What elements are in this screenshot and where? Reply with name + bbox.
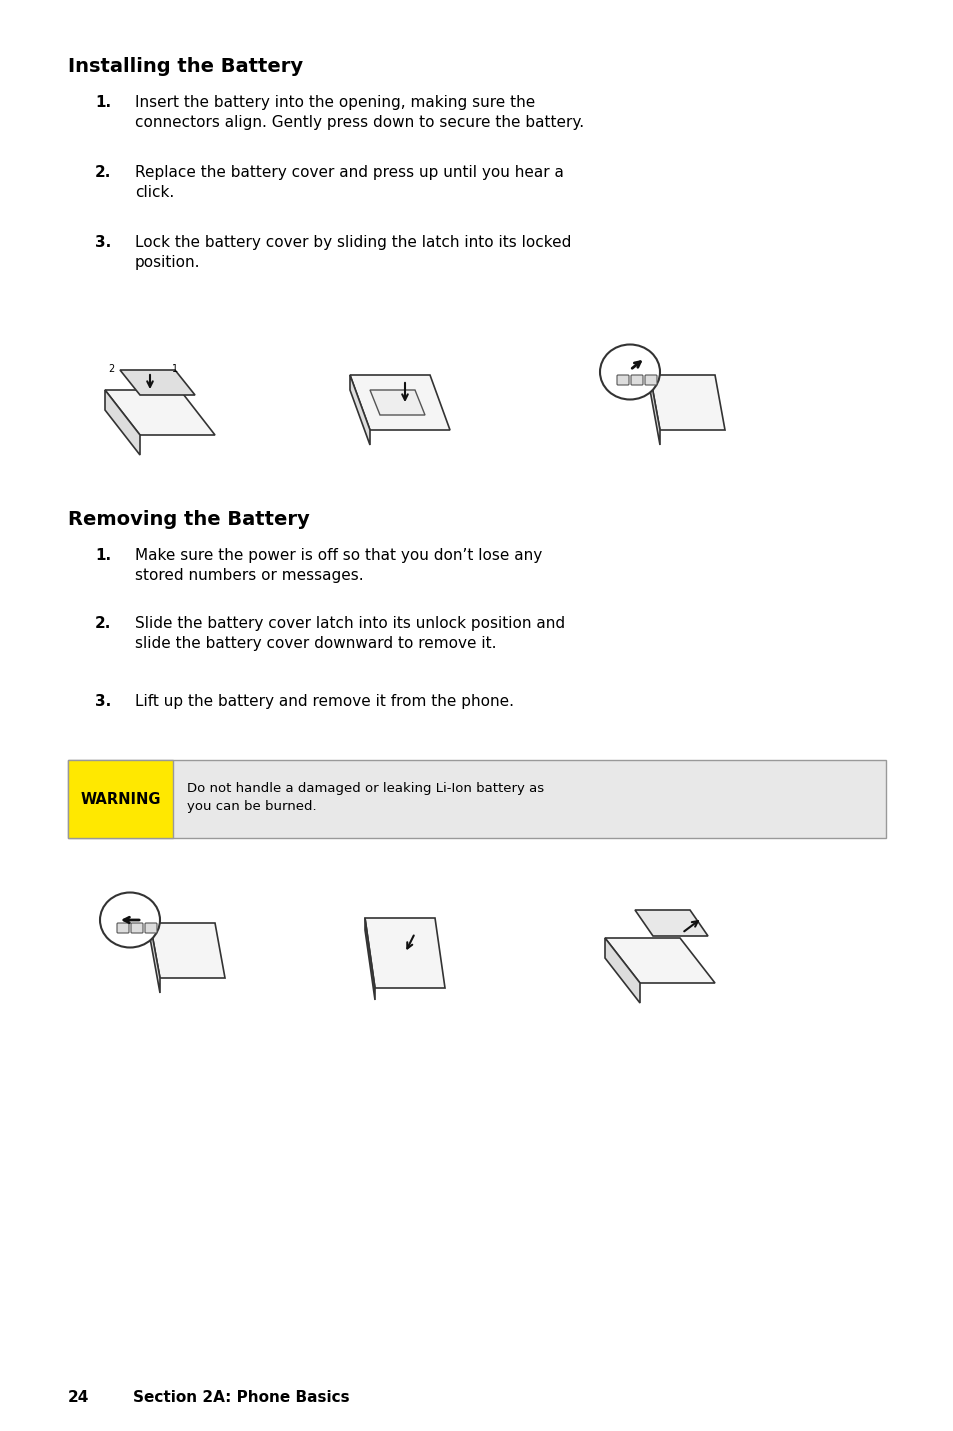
FancyBboxPatch shape xyxy=(644,375,657,385)
Text: 2: 2 xyxy=(108,363,114,373)
Polygon shape xyxy=(150,923,225,977)
Polygon shape xyxy=(649,375,659,445)
Polygon shape xyxy=(370,391,424,415)
Text: Lift up the battery and remove it from the phone.: Lift up the battery and remove it from t… xyxy=(135,694,514,708)
Text: 2.: 2. xyxy=(95,165,112,180)
Text: Lock the battery cover by sliding the latch into its locked
position.: Lock the battery cover by sliding the la… xyxy=(135,235,571,270)
Text: Installing the Battery: Installing the Battery xyxy=(68,57,303,76)
Text: Make sure the power is off so that you don’t lose any
stored numbers or messages: Make sure the power is off so that you d… xyxy=(135,548,541,582)
FancyBboxPatch shape xyxy=(617,375,628,385)
Polygon shape xyxy=(350,375,370,445)
Polygon shape xyxy=(635,910,707,936)
Ellipse shape xyxy=(100,893,160,947)
Text: WARNING: WARNING xyxy=(80,791,161,807)
Text: Section 2A: Phone Basics: Section 2A: Phone Basics xyxy=(132,1390,349,1405)
Text: 1.: 1. xyxy=(95,94,111,110)
Bar xyxy=(68,760,885,839)
Text: 1: 1 xyxy=(172,363,178,373)
Text: Removing the Battery: Removing the Battery xyxy=(68,509,310,529)
Text: Slide the battery cover latch into its unlock position and
slide the battery cov: Slide the battery cover latch into its u… xyxy=(135,615,564,651)
Polygon shape xyxy=(120,371,194,395)
Text: 24: 24 xyxy=(68,1390,90,1405)
Text: 3.: 3. xyxy=(95,235,112,250)
Text: 2.: 2. xyxy=(95,615,112,631)
Polygon shape xyxy=(365,919,375,1000)
Text: 1.: 1. xyxy=(95,548,111,562)
Polygon shape xyxy=(365,919,444,987)
FancyBboxPatch shape xyxy=(117,923,129,933)
Polygon shape xyxy=(150,923,160,993)
Polygon shape xyxy=(350,375,450,429)
Bar xyxy=(68,760,172,839)
Polygon shape xyxy=(649,375,724,429)
Ellipse shape xyxy=(599,345,659,399)
FancyBboxPatch shape xyxy=(145,923,157,933)
FancyBboxPatch shape xyxy=(630,375,642,385)
Text: Replace the battery cover and press up until you hear a
click.: Replace the battery cover and press up u… xyxy=(135,165,563,200)
Text: 3.: 3. xyxy=(95,694,112,708)
Polygon shape xyxy=(105,391,214,435)
Text: Do not handle a damaged or leaking Li-Ion battery as
you can be burned.: Do not handle a damaged or leaking Li-Io… xyxy=(187,781,543,813)
Text: Insert the battery into the opening, making sure the
connectors align. Gently pr: Insert the battery into the opening, mak… xyxy=(135,94,583,130)
Polygon shape xyxy=(604,937,639,1003)
FancyBboxPatch shape xyxy=(131,923,143,933)
Polygon shape xyxy=(604,937,714,983)
Polygon shape xyxy=(105,391,140,455)
